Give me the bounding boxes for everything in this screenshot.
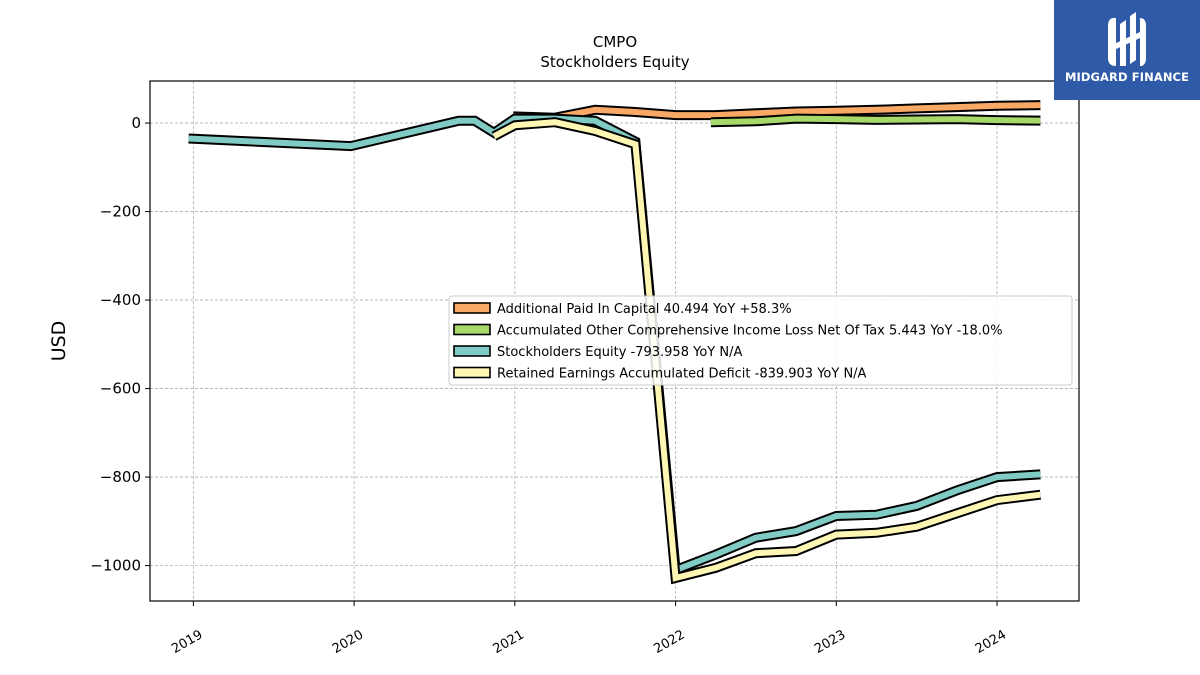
legend-swatch-2	[453, 345, 491, 357]
ytick-label-2: −400	[100, 291, 141, 309]
legend-swatch-1	[453, 323, 491, 336]
logo-mark-icon	[1108, 12, 1146, 66]
legend-frame	[448, 295, 1073, 386]
legend-label-1: Accumulated Other Comprehensive Income L…	[497, 324, 1003, 339]
plot-frame	[149, 80, 1080, 602]
y-axis-label: USD	[48, 321, 70, 362]
legend-swatch-0	[453, 302, 491, 314]
legend-label-2: Stockholders Equity -793.958 YoY N/A	[497, 345, 742, 360]
series-layer	[188, 100, 1042, 585]
series-3-line	[492, 119, 1041, 582]
chart-subtitle: Stockholders Equity	[540, 53, 689, 71]
ytick-label-4: −800	[100, 468, 141, 486]
ytick-label-5: −1000	[90, 557, 141, 575]
legend: Additional Paid In Capital 40.494 YoY +5…	[448, 295, 1073, 386]
series-0-line	[513, 102, 1041, 121]
chart-title: CMPO	[593, 33, 637, 51]
logo-text: MIDGARD FINANCE	[1064, 70, 1190, 84]
ytick-label-0: 0	[131, 114, 141, 132]
legend-label-3: Retained Earnings Accumulated Deficit -8…	[497, 367, 867, 382]
legend-swatch-3	[453, 366, 491, 379]
midgard-finance-logo: MIDGARD FINANCE	[1054, 0, 1200, 100]
legend-label-0: Additional Paid In Capital 40.494 YoY +5…	[497, 302, 792, 317]
ytick-label-3: −600	[100, 380, 141, 398]
ytick-label-1: −200	[100, 203, 141, 221]
series-1-line	[710, 115, 1041, 126]
